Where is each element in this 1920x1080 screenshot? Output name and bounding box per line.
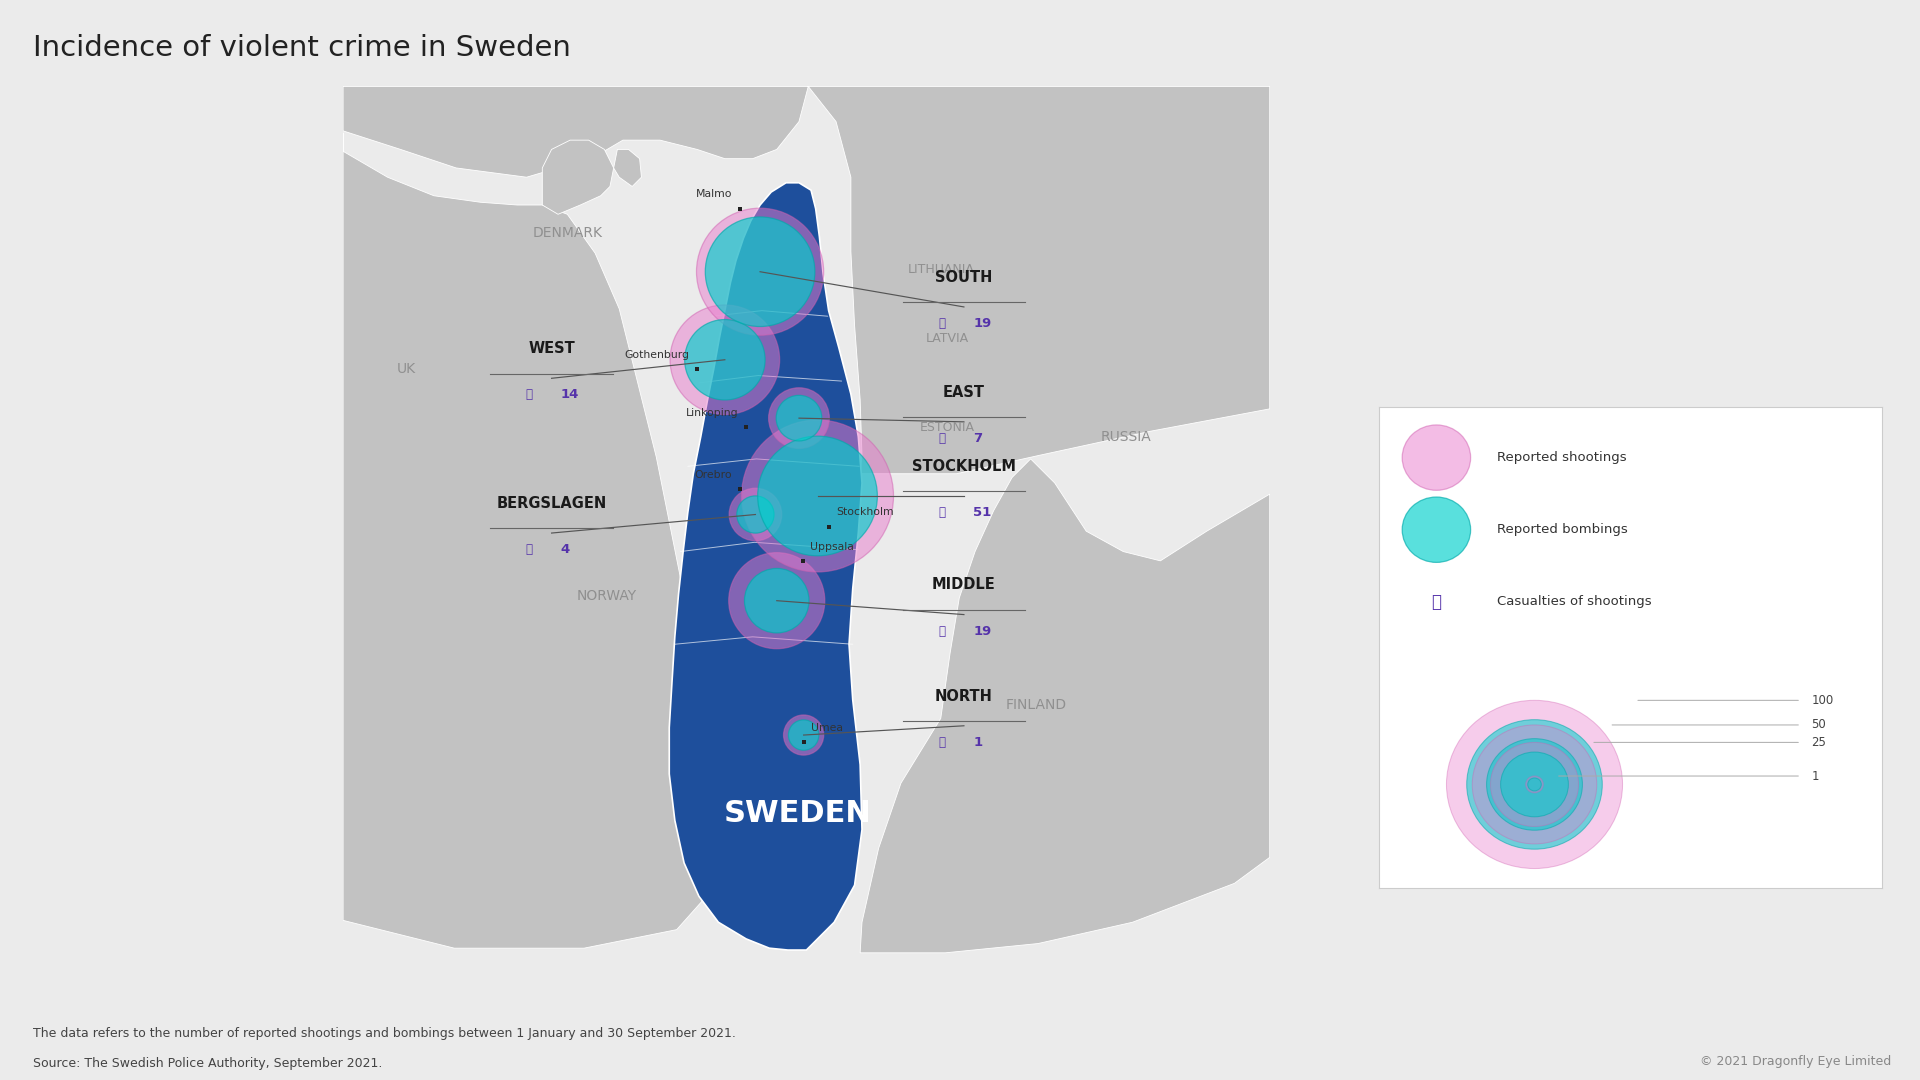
Circle shape bbox=[1486, 739, 1582, 831]
Text: Incidence of violent crime in Sweden: Incidence of violent crime in Sweden bbox=[33, 33, 570, 62]
Text: 50: 50 bbox=[1811, 718, 1826, 731]
Polygon shape bbox=[860, 459, 1269, 953]
Circle shape bbox=[697, 208, 824, 335]
Polygon shape bbox=[541, 140, 614, 214]
Polygon shape bbox=[670, 183, 862, 950]
Polygon shape bbox=[614, 149, 641, 187]
Circle shape bbox=[783, 715, 824, 755]
Circle shape bbox=[685, 320, 764, 400]
Text: 51: 51 bbox=[973, 507, 991, 519]
Circle shape bbox=[768, 388, 829, 448]
Text: 🔫: 🔫 bbox=[939, 507, 945, 519]
Text: The data refers to the number of reported shootings and bombings between 1 Janua: The data refers to the number of reporte… bbox=[33, 1027, 735, 1040]
Circle shape bbox=[1490, 742, 1578, 826]
Circle shape bbox=[1473, 725, 1597, 843]
Text: SWEDEN: SWEDEN bbox=[724, 799, 872, 828]
Text: FINLAND: FINLAND bbox=[1006, 699, 1068, 713]
Text: Uppsala: Uppsala bbox=[810, 541, 854, 552]
Text: 100: 100 bbox=[1811, 693, 1834, 706]
Text: Orebro: Orebro bbox=[695, 470, 732, 481]
Text: 🔫: 🔫 bbox=[939, 318, 945, 330]
Text: 7: 7 bbox=[973, 432, 983, 445]
Text: 19: 19 bbox=[973, 318, 991, 330]
Circle shape bbox=[1501, 752, 1569, 816]
Polygon shape bbox=[344, 86, 1269, 474]
Text: 1: 1 bbox=[973, 735, 983, 748]
Circle shape bbox=[1528, 778, 1542, 791]
Circle shape bbox=[745, 568, 808, 633]
Text: 🔫: 🔫 bbox=[1432, 593, 1442, 611]
Text: Reported shootings: Reported shootings bbox=[1498, 451, 1626, 464]
Text: DENMARK: DENMARK bbox=[532, 226, 603, 240]
Text: 1: 1 bbox=[1811, 770, 1818, 783]
Circle shape bbox=[758, 436, 877, 556]
Text: LITHUANIA: LITHUANIA bbox=[908, 264, 973, 276]
Text: WEST: WEST bbox=[528, 341, 574, 356]
Text: 25: 25 bbox=[1811, 735, 1826, 748]
Circle shape bbox=[1402, 424, 1471, 490]
Text: SOUTH: SOUTH bbox=[935, 270, 993, 285]
Text: 🔫: 🔫 bbox=[526, 389, 534, 402]
Text: Reported bombings: Reported bombings bbox=[1498, 523, 1628, 536]
Text: 🔫: 🔫 bbox=[939, 624, 945, 638]
Text: 🔫: 🔫 bbox=[939, 735, 945, 748]
Circle shape bbox=[670, 305, 780, 415]
Circle shape bbox=[737, 496, 774, 534]
Text: Source: The Swedish Police Authority, September 2021.: Source: The Swedish Police Authority, Se… bbox=[33, 1056, 382, 1070]
Text: Malmo: Malmo bbox=[695, 189, 732, 200]
Text: MIDDLE: MIDDLE bbox=[931, 578, 996, 592]
Text: 14: 14 bbox=[561, 389, 580, 402]
Text: EAST: EAST bbox=[943, 384, 985, 400]
Text: Stockholm: Stockholm bbox=[835, 508, 893, 517]
Text: 4: 4 bbox=[561, 543, 570, 556]
Circle shape bbox=[741, 420, 893, 572]
Circle shape bbox=[789, 720, 818, 751]
Circle shape bbox=[1446, 700, 1622, 868]
Circle shape bbox=[776, 395, 822, 441]
Text: BERGSLAGEN: BERGSLAGEN bbox=[497, 496, 607, 511]
Text: Gothenburg: Gothenburg bbox=[624, 350, 689, 360]
Text: STOCKHOLM: STOCKHOLM bbox=[912, 459, 1016, 474]
Text: 🔫: 🔫 bbox=[939, 432, 945, 445]
Text: Linkoping: Linkoping bbox=[685, 408, 739, 418]
Text: LATVIA: LATVIA bbox=[925, 332, 970, 345]
Text: Umea: Umea bbox=[810, 724, 843, 733]
Circle shape bbox=[1526, 777, 1544, 793]
Circle shape bbox=[1402, 497, 1471, 563]
Text: NORTH: NORTH bbox=[935, 689, 993, 703]
Text: ESTONIA: ESTONIA bbox=[920, 421, 975, 434]
Text: 🔫: 🔫 bbox=[526, 543, 534, 556]
Text: UK: UK bbox=[397, 362, 415, 376]
Text: © 2021 Dragonfly Eye Limited: © 2021 Dragonfly Eye Limited bbox=[1699, 1055, 1891, 1068]
Text: NORWAY: NORWAY bbox=[578, 589, 637, 603]
Circle shape bbox=[705, 217, 814, 326]
Circle shape bbox=[1467, 719, 1603, 849]
Text: Casualties of shootings: Casualties of shootings bbox=[1498, 595, 1651, 608]
Polygon shape bbox=[344, 133, 730, 948]
Circle shape bbox=[730, 553, 826, 649]
Text: RUSSIA: RUSSIA bbox=[1100, 430, 1152, 444]
Circle shape bbox=[730, 488, 781, 541]
Text: 19: 19 bbox=[973, 624, 991, 638]
